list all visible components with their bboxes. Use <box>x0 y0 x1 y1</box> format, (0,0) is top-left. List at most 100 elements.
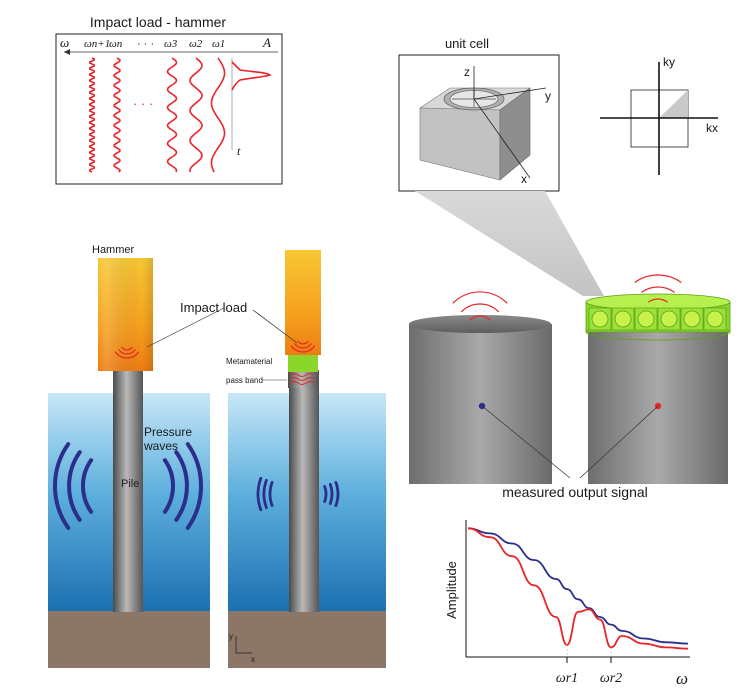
hammer-red-waves <box>114 346 140 359</box>
cyl-wave-r-1 <box>641 286 675 293</box>
waves-label: waves <box>143 439 178 453</box>
small-wave-l-1 <box>262 478 268 510</box>
impact-leader-left <box>146 307 225 348</box>
hammer-label: Hammer <box>92 244 135 256</box>
freq-label-n: ωn <box>109 38 123 50</box>
cylinder-right <box>585 274 731 484</box>
soil-left <box>48 611 210 668</box>
pile-label: Pile <box>121 478 139 490</box>
ring-cell-resonator-3 <box>660 310 678 328</box>
chart-xlabel: ω <box>676 669 688 688</box>
chart-ylabel: Amplitude <box>444 561 459 619</box>
cyl-wave-l-1 <box>461 303 499 313</box>
small-wave-r-0 <box>323 485 328 503</box>
small-wave-r-1 <box>328 483 334 505</box>
chart-ticks: ωr1 ωr2 <box>556 644 622 686</box>
bz-irreducible-zone <box>659 90 688 118</box>
impact-load-inset: Impact load - hammer ω A ωn+1 ωn · · · ω… <box>55 14 283 185</box>
bz-ky-label: ky <box>663 55 675 69</box>
unit-cell-box: unit cell z y x <box>398 36 560 192</box>
inset-t-label: t <box>237 144 241 158</box>
pressure-waves-small <box>256 476 340 512</box>
impact-pulse-curve <box>231 61 272 91</box>
metamaterial-ring-top <box>585 293 731 311</box>
hammer-wave-1 <box>118 349 136 355</box>
pass-band-wave-0 <box>289 373 315 377</box>
pressure-wave-l-2 <box>53 442 71 530</box>
small-wave-l-2 <box>256 476 263 512</box>
cylinder-left-red-waves <box>452 291 508 321</box>
pass-band-label: pass band <box>226 376 263 385</box>
measured-output-caption: measured output signal <box>502 484 648 500</box>
pressure-wave-r-0 <box>162 458 176 514</box>
pass-band-wave-2 <box>289 381 315 385</box>
ring-cell-resonator-0 <box>591 310 609 328</box>
hammer-wave-0 <box>121 346 133 351</box>
pressure-wave-l-1 <box>67 450 82 522</box>
sinusoid-1 <box>113 57 121 173</box>
impact-leader-right <box>252 309 298 344</box>
hammer-wave-r-0 <box>297 340 309 345</box>
soil-right <box>228 611 386 668</box>
sinusoid-2 <box>166 57 178 173</box>
series-red <box>467 527 689 650</box>
unit-cell-x-label: x <box>521 172 527 186</box>
bz-kx-label: kx <box>706 121 718 135</box>
cyl-wave-l-0 <box>469 315 491 321</box>
unit-cell-z-label: z <box>464 65 470 79</box>
metamaterial-segment <box>288 355 318 372</box>
hammer-wave-r-1 <box>294 343 312 349</box>
signal-leader-left <box>481 405 571 479</box>
small-wave-r-2 <box>334 481 340 507</box>
pile-scene-right: Metamaterial pass band y x <box>226 250 386 668</box>
small-wave-l-0 <box>268 481 274 507</box>
amplitude-chart: Amplitude ω ωr1 ωr2 <box>444 520 690 688</box>
pressure-wave-r-2 <box>185 442 203 530</box>
unit-cell-y-label: y <box>545 89 551 103</box>
freq-label-dots: · · · <box>137 38 154 50</box>
pile-left <box>113 370 143 612</box>
sinusoid-3 <box>189 57 203 173</box>
hammer-red-waves-right <box>289 340 316 385</box>
metamaterial-ring-cells <box>588 307 727 331</box>
unit-cell-x-axis <box>473 98 531 179</box>
pile-scene-left: Hammer Impact load Pressure waves Pile <box>48 244 247 668</box>
inset-omega-label: ω <box>60 35 69 50</box>
inset-axis-arrow <box>64 49 70 55</box>
inset-title: Impact load - hammer <box>90 14 226 30</box>
cylinder-left <box>409 291 552 484</box>
ring-cell-resonator-5 <box>706 310 724 328</box>
ring-cell-resonator-4 <box>683 310 701 328</box>
wave-sinusoids <box>89 57 226 173</box>
ring-cell-resonator-2 <box>637 310 655 328</box>
pressure-wave-r-1 <box>174 450 189 522</box>
sinusoid-0 <box>89 57 95 173</box>
tick-label-0: ωr1 <box>556 671 578 686</box>
hammer-right <box>285 250 321 355</box>
cyl-wave-l-2 <box>452 291 508 304</box>
signal-leader-right <box>579 405 659 479</box>
hammer-wave-r-2 <box>290 345 316 353</box>
cylinder-left-top <box>409 315 551 333</box>
freq-label-3: ω3 <box>164 38 178 50</box>
pressure-label: Pressure <box>144 425 192 439</box>
cube-side-face <box>499 87 531 181</box>
scene-x-label: x <box>251 655 255 664</box>
scene-y-label: y <box>229 632 233 641</box>
impact-load-label: Impact load <box>180 300 247 315</box>
cyl-wave-r-2 <box>634 274 682 283</box>
metamaterial-label: Metamaterial <box>226 357 272 366</box>
freq-label-n1: ωn+1 <box>84 38 110 50</box>
freq-label-2: ω2 <box>189 38 203 50</box>
sinusoid-4 <box>210 57 226 173</box>
inset-middle-dots: · · · <box>133 96 153 111</box>
hammer-wave-2 <box>114 351 140 359</box>
pressure-waves-large <box>53 442 203 530</box>
ring-cell-resonator-1 <box>614 310 632 328</box>
pile-right <box>289 370 319 612</box>
unit-cell-title: unit cell <box>445 36 489 51</box>
pass-band-wave-1 <box>289 377 315 381</box>
tick-label-1: ωr2 <box>600 671 622 686</box>
zoom-projection-beam <box>415 191 604 296</box>
